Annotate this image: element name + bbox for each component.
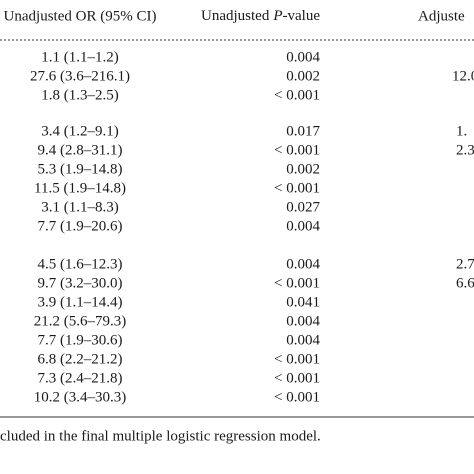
p-value-cell: 0.004 <box>286 332 320 348</box>
or-cell: 4.5 (1.6–12.3) <box>38 256 123 272</box>
or-cell: 7.7 (1.9–30.6) <box>38 332 123 348</box>
or-cell: 5.3 (1.9–14.8) <box>38 161 123 177</box>
p-value-cell: 0.017 <box>286 123 320 139</box>
p-value-cell: < 0.001 <box>274 87 320 103</box>
header-adjusted: Adjuste <box>418 8 465 24</box>
or-cell: 1.8 (1.3–2.5) <box>41 87 119 103</box>
p-value-cell: < 0.001 <box>274 389 320 405</box>
header-p-value: Unadjusted P-value <box>201 8 320 24</box>
or-cell: 1.1 (1.1–1.2) <box>41 49 119 65</box>
or-cell: 3.4 (1.2–9.1) <box>41 123 119 139</box>
p-value-cell: 0.004 <box>286 218 320 234</box>
adjusted-cell: 1. <box>456 123 467 139</box>
p-value-cell: < 0.001 <box>274 351 320 367</box>
p-value-cell: 0.002 <box>286 68 320 84</box>
p-value-cell: < 0.001 <box>274 370 320 386</box>
p-value-cell: 0.002 <box>286 161 320 177</box>
adjusted-cell: 6.6 <box>456 275 474 291</box>
or-cell: 7.3 (2.4–21.8) <box>38 370 123 386</box>
p-value-cell: < 0.001 <box>274 180 320 196</box>
or-cell: 3.9 (1.1–14.4) <box>38 294 123 310</box>
p-value-cell: < 0.001 <box>274 142 320 158</box>
p-value-cell: 0.004 <box>286 49 320 65</box>
footnote: cluded in the final multiple logistic re… <box>0 428 321 444</box>
adjusted-cell: 2.7 <box>456 256 474 272</box>
p-value-cell: 0.027 <box>286 199 320 215</box>
header-p-italic: P <box>272 8 282 24</box>
p-value-cell: < 0.001 <box>274 275 320 291</box>
adjusted-cell: 2.3 <box>456 142 474 158</box>
or-cell: 3.1 (1.1–8.3) <box>41 199 119 215</box>
p-value-cell: 0.041 <box>286 294 320 310</box>
or-cell: 9.4 (2.8–31.1) <box>38 142 123 158</box>
or-cell: 6.8 (2.2–21.2) <box>38 351 123 367</box>
p-value-cell: 0.004 <box>286 313 320 329</box>
or-cell: 11.5 (1.9–14.8) <box>34 180 126 196</box>
adjusted-cell: 12.0 <box>452 68 474 84</box>
header-p-text: -value <box>283 8 321 24</box>
or-cell: 21.2 (5.6–79.3) <box>34 313 127 329</box>
or-cell: 10.2 (3.4–30.3) <box>34 389 127 405</box>
or-cell: 27.6 (3.6–216.1) <box>30 68 130 84</box>
header-or: Unadjusted OR (95% CI) <box>4 8 157 24</box>
p-value-cell: 0.004 <box>286 256 320 272</box>
or-cell: 9.7 (3.2–30.0) <box>38 275 123 291</box>
header-p-text: Unadjusted <box>201 8 270 24</box>
or-cell: 7.7 (1.9–20.6) <box>38 218 123 234</box>
